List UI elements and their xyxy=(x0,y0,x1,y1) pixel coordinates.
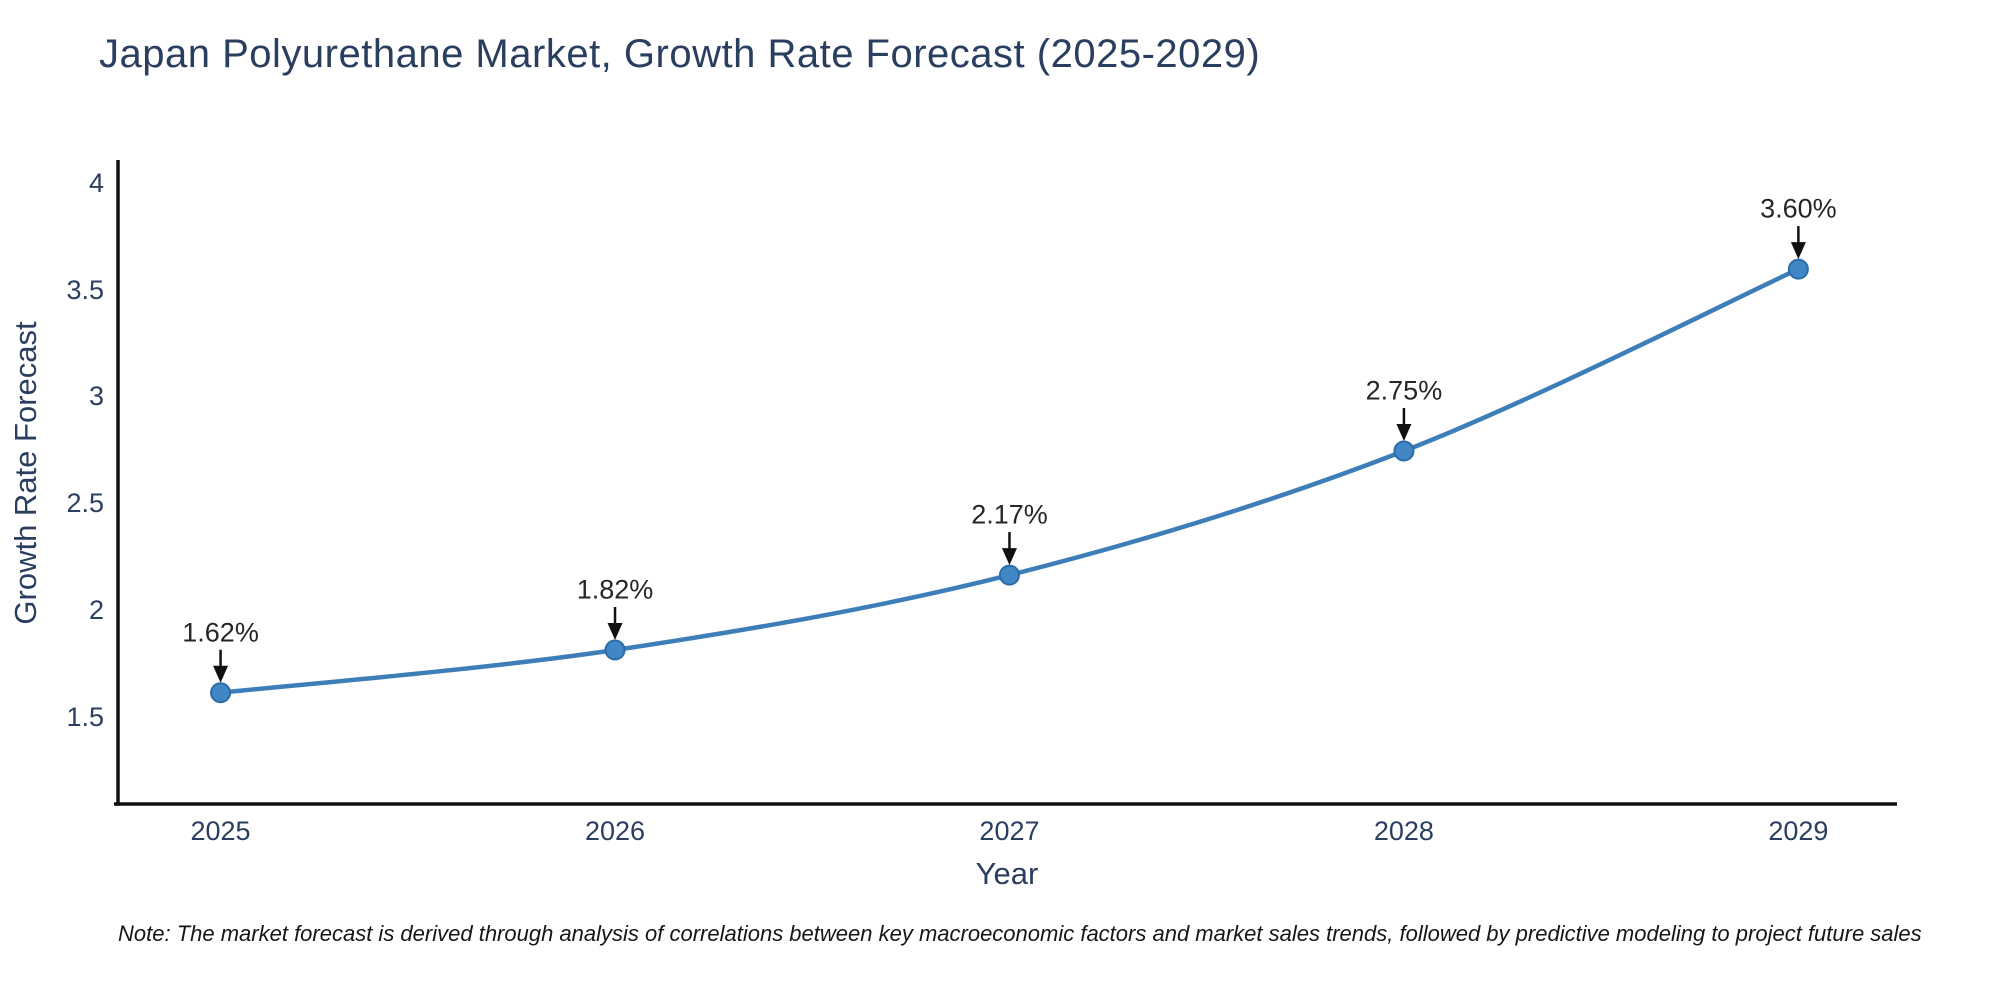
y-tick-label: 2.5 xyxy=(66,488,104,519)
data-point-marker[interactable] xyxy=(1393,440,1415,462)
x-tick-label: 2029 xyxy=(1768,816,1829,846)
x-tick-label: 2028 xyxy=(1373,816,1434,846)
x-tick-label: 2027 xyxy=(979,816,1040,846)
y-tick-label: 3.5 xyxy=(66,274,104,305)
y-tick-label: 4 xyxy=(88,167,104,198)
data-point-marker[interactable] xyxy=(1787,258,1809,280)
annotation-arrowhead xyxy=(213,665,229,683)
annotation-arrowhead xyxy=(1396,423,1412,441)
data-point-label: 3.60% xyxy=(1760,193,1837,224)
annotation-arrowhead xyxy=(607,622,623,640)
y-tick-label: 2 xyxy=(88,595,104,626)
data-point-marker[interactable] xyxy=(998,564,1020,586)
data-point-label: 1.82% xyxy=(576,574,654,605)
footnote: Note: The market forecast is derived thr… xyxy=(118,921,1922,946)
series-line xyxy=(218,266,1801,695)
data-point-label: 2.17% xyxy=(971,499,1048,530)
x-axis-title: Year xyxy=(975,856,1039,891)
chart-title: Japan Polyurethane Market, Growth Rate F… xyxy=(99,32,1261,76)
data-point-marker[interactable] xyxy=(210,682,232,704)
annotation-arrowhead xyxy=(1001,548,1017,566)
annotation-arrowhead xyxy=(1790,242,1806,260)
y-tick-label: 1.5 xyxy=(66,702,104,733)
x-tick-label: 2025 xyxy=(190,816,251,846)
data-point-label: 1.62% xyxy=(182,617,259,648)
y-tick-label: 3 xyxy=(88,381,104,412)
x-tick-label: 2026 xyxy=(584,816,646,846)
data-point-label: 2.75% xyxy=(1365,375,1443,406)
data-point-marker[interactable] xyxy=(604,639,626,661)
